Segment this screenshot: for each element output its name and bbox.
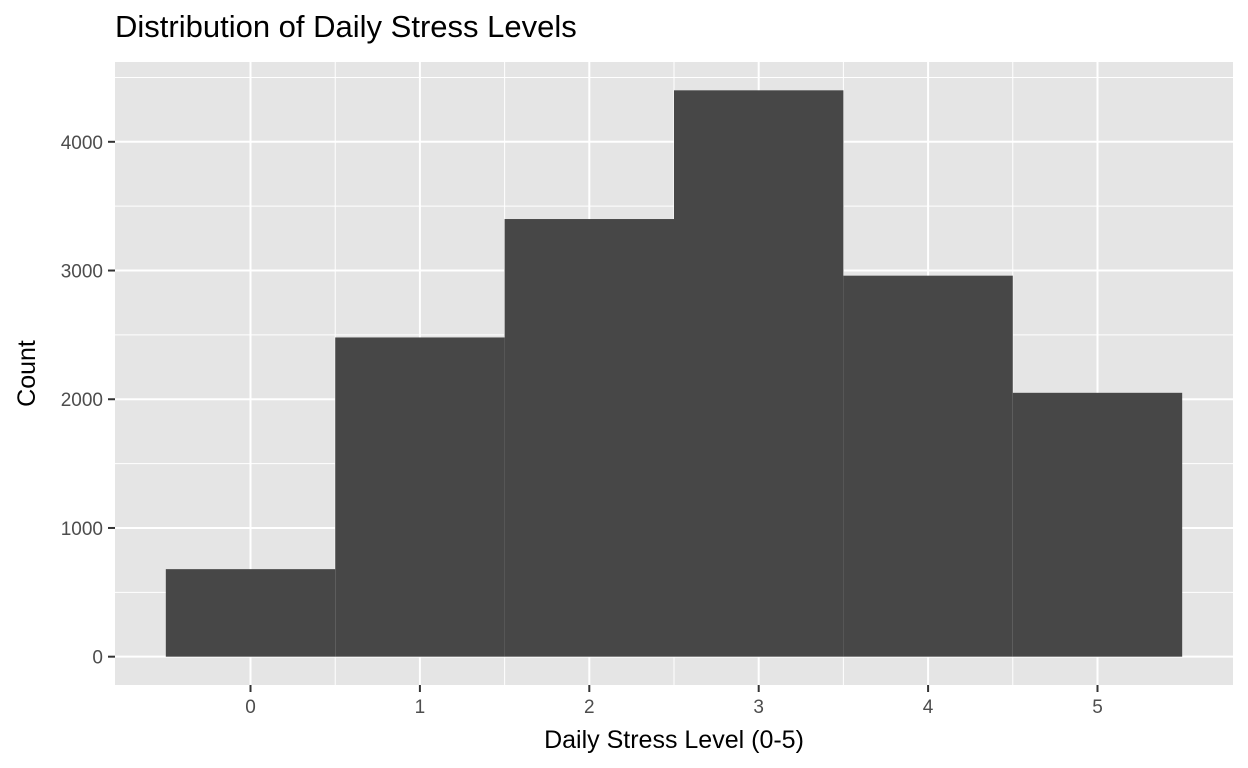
x-axis-title: Daily Stress Level (0-5) [544, 726, 804, 754]
histogram-bar [674, 90, 844, 657]
y-axis: 0 1000 2000 3000 4000 [61, 133, 115, 669]
y-tick-label: 1000 [61, 519, 103, 540]
histogram-bar [165, 569, 336, 657]
chart-title: Distribution of Daily Stress Levels [115, 9, 577, 44]
x-tick-label: 0 [245, 697, 256, 718]
y-axis-title: Count [13, 340, 41, 407]
x-axis: 0 1 2 3 4 5 [245, 685, 1103, 718]
y-tick-label: 0 [92, 648, 103, 669]
x-tick-label: 5 [1092, 697, 1103, 718]
histogram-bar [843, 275, 1013, 657]
y-tick-label: 2000 [61, 390, 103, 411]
y-tick-label: 3000 [61, 262, 103, 283]
histogram-bar [1012, 392, 1183, 657]
x-tick-label: 4 [923, 697, 934, 718]
histogram-bar [335, 337, 505, 657]
x-tick-label: 3 [753, 697, 764, 718]
x-tick-label: 1 [415, 697, 426, 718]
x-tick-label: 2 [584, 697, 595, 718]
histogram-bars [165, 90, 1183, 657]
histogram-bar [504, 219, 674, 657]
y-tick-label: 4000 [61, 133, 103, 154]
